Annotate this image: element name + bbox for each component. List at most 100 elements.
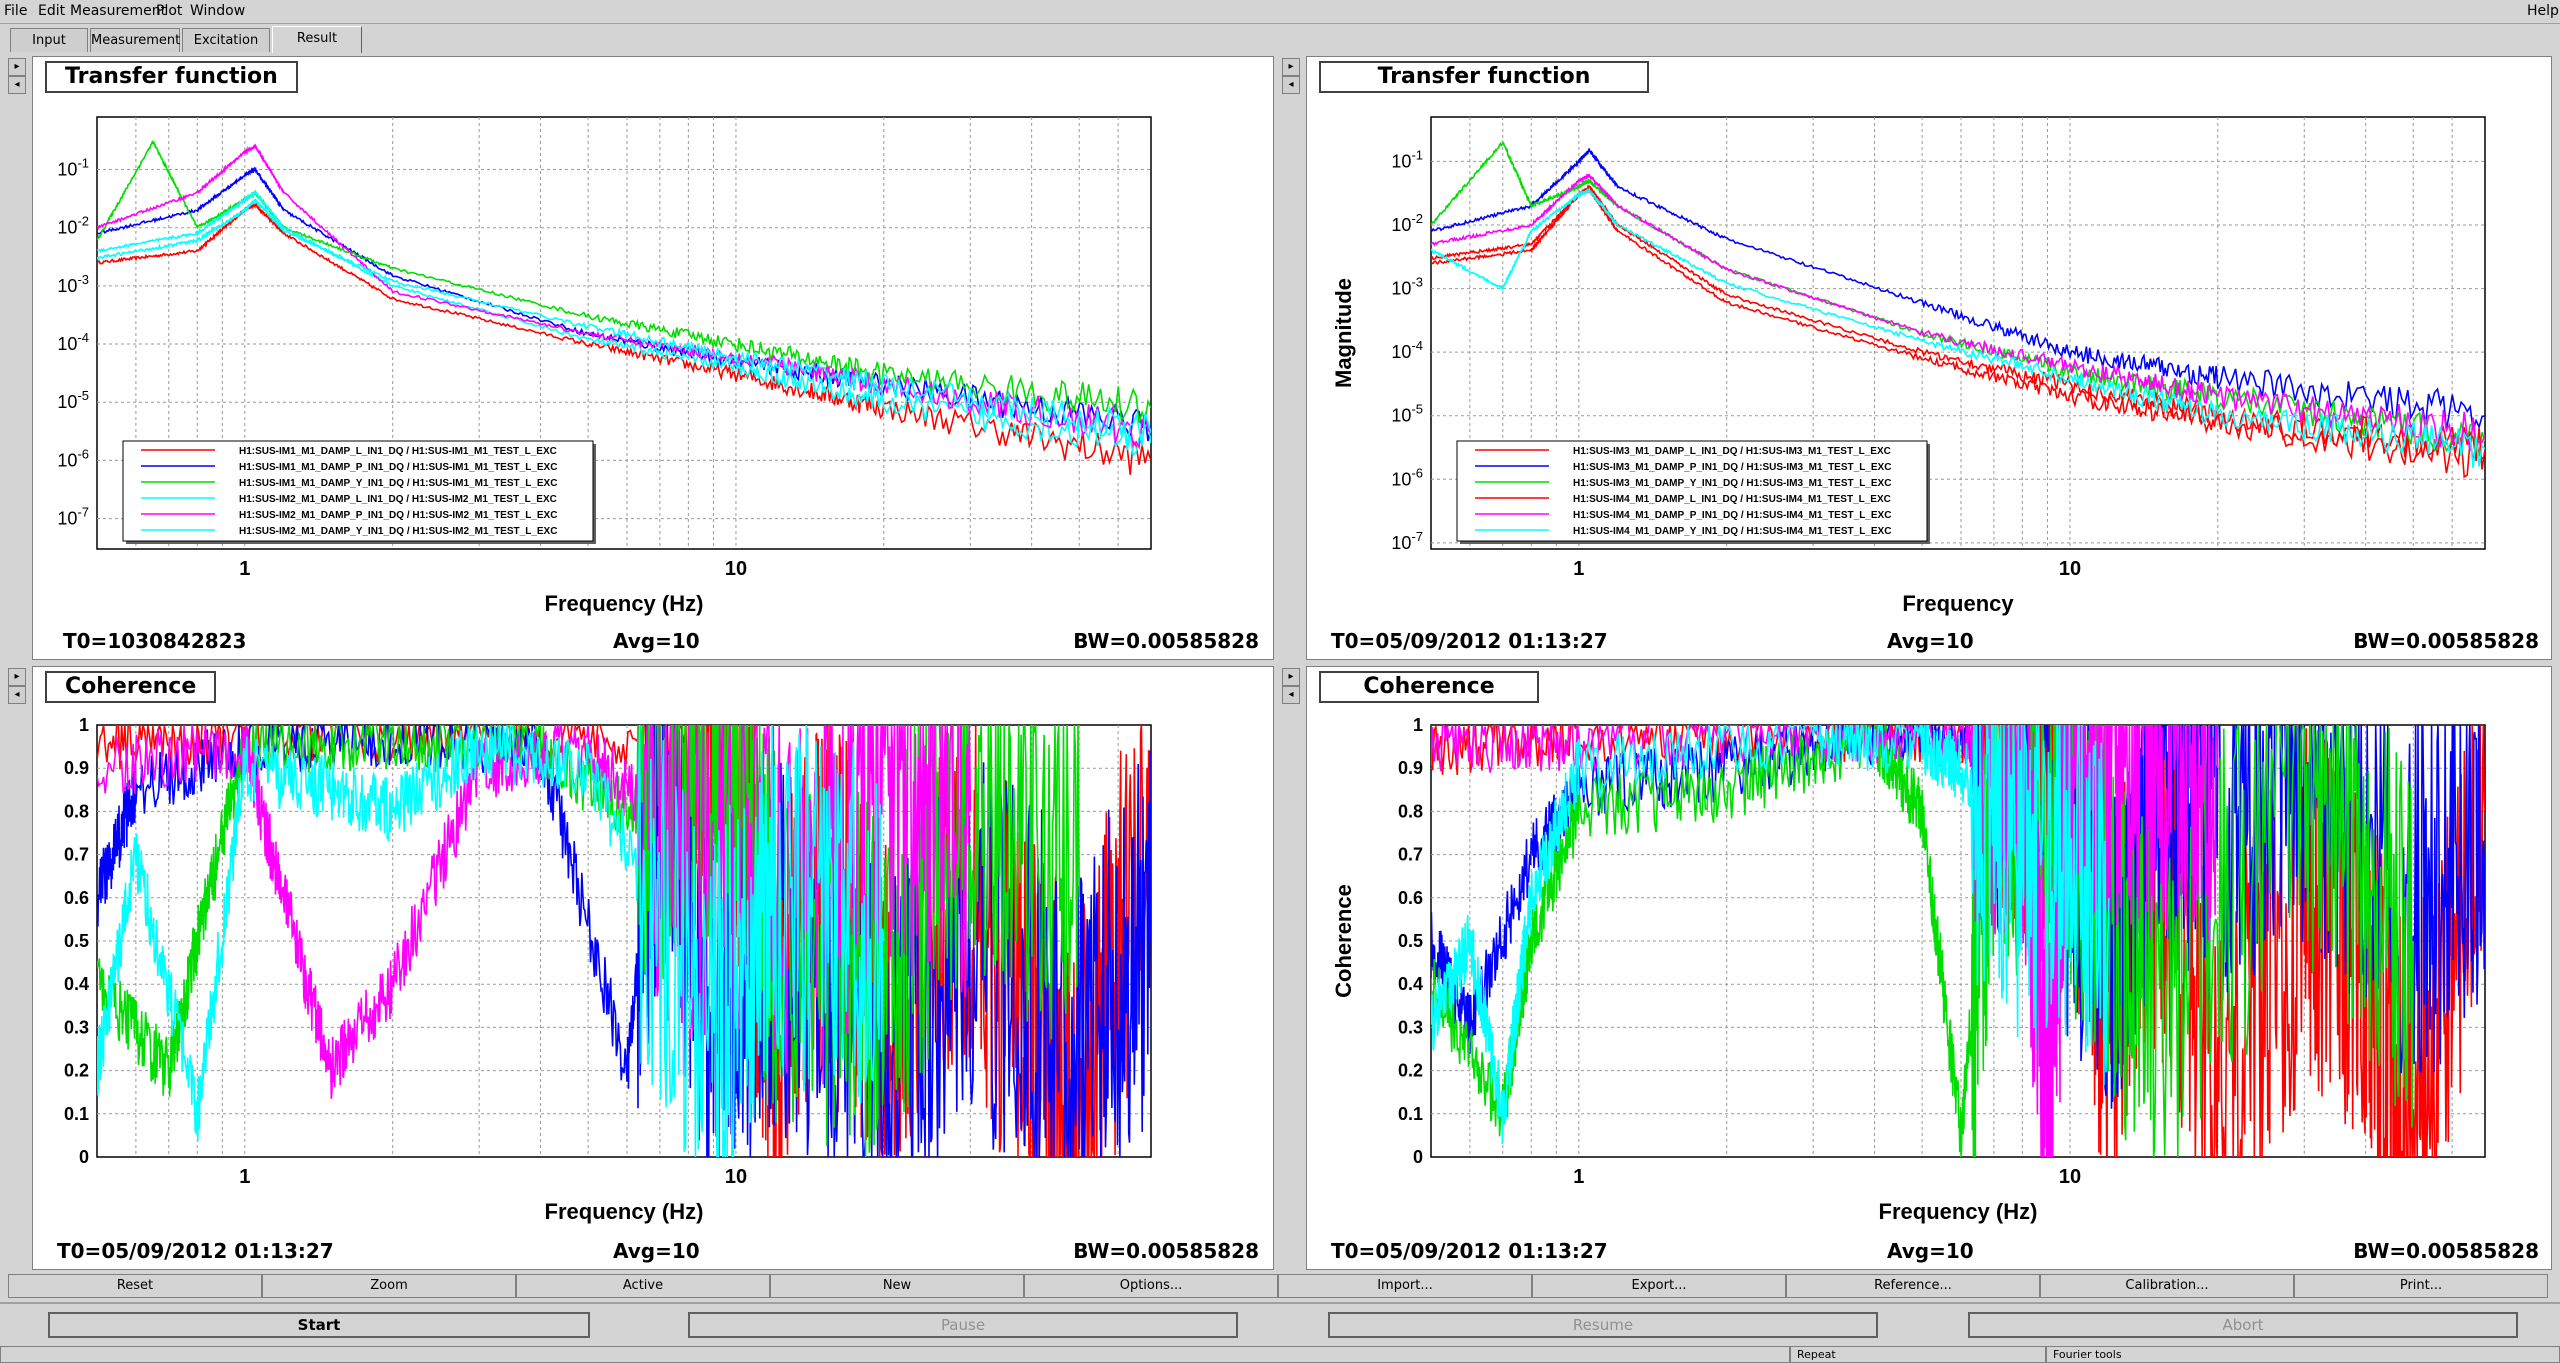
tab-input[interactable]: Input [10, 28, 88, 52]
y-tick-label: 10-2 [1391, 211, 1423, 235]
series-line-blue [1431, 725, 2485, 1109]
y-tick-label: 0.1 [64, 1104, 89, 1124]
y-tick-label: 10-1 [1391, 147, 1423, 171]
legend: H1:SUS-IM1_M1_DAMP_L_IN1_DQ / H1:SUS-IM1… [122, 440, 596, 544]
legend: H1:SUS-IM3_M1_DAMP_L_IN1_DQ / H1:SUS-IM3… [1456, 440, 1930, 544]
footer-t0: T0=1030842823 [63, 629, 247, 653]
tab-result[interactable]: Result [272, 26, 362, 53]
zoom-button[interactable]: Zoom [262, 1274, 516, 1298]
series-line-magenta [97, 725, 972, 1099]
plot-panel-transfer-left[interactable]: Transfer function 10-7 10-6 10-5 10-4 10-3 10… [32, 56, 1274, 660]
y-tick-label: 0.3 [1398, 1017, 1423, 1037]
footer-t0: T0=05/09/2012 01:13:27 [57, 1239, 334, 1263]
series-line-cyan [1431, 187, 2485, 468]
panel-expand-right-icon[interactable]: ▸ [1282, 668, 1300, 686]
x-tick-label: 10 [725, 1166, 747, 1188]
divider [0, 1302, 2560, 1304]
footer-bw: BW=0.00585828 [1073, 1239, 1259, 1263]
y-tick-label: 0.8 [1398, 801, 1423, 821]
reference-button[interactable]: Reference... [1786, 1274, 2040, 1298]
y-tick-label: 0.6 [1398, 888, 1423, 908]
panel-expand-right-icon[interactable]: ▸ [8, 58, 26, 76]
y-tick-label: 0.4 [1398, 974, 1423, 994]
x-axis-label: Frequency (Hz) [545, 1199, 704, 1224]
resume-button[interactable]: Resume [1328, 1312, 1878, 1338]
menu-measurement[interactable]: Measurement [70, 3, 167, 19]
panel-collapse-icon[interactable]: ◂ [8, 686, 26, 704]
y-tick-label: 0.5 [1398, 931, 1423, 951]
start-button[interactable]: Start [48, 1312, 590, 1338]
series-group [1431, 725, 2485, 1157]
legend-entry: H1:SUS-IM3_M1_DAMP_L_IN1_DQ / H1:SUS-IM3… [1573, 446, 1891, 457]
active-button[interactable]: Active [516, 1274, 770, 1298]
series-line-cyan [97, 197, 1151, 447]
y-tick-label: 10-5 [57, 388, 89, 412]
options-button[interactable]: Options... [1024, 1274, 1278, 1298]
menu-edit[interactable]: Edit [38, 3, 66, 19]
y-tick-label: 10-7 [57, 505, 89, 529]
y-tick-label: 10-5 [1391, 402, 1423, 426]
tab-bar: Input Measurement Excitation Result [0, 26, 2560, 54]
tab-excitation[interactable]: Excitation [182, 28, 270, 52]
pause-button[interactable]: Pause [688, 1312, 1238, 1338]
x-axis-label: Frequency (Hz) [1879, 1199, 2038, 1224]
plot-panel-transfer-right[interactable]: Transfer function 10-7 10-6 10-5 10-4 10-3 10… [1306, 56, 2552, 660]
menu-file[interactable]: File [4, 3, 28, 19]
panel-expand-right-icon[interactable]: ▸ [1282, 58, 1300, 76]
x-axis-label: Frequency [1902, 591, 2014, 616]
y-tick-label: 1 [79, 715, 89, 735]
legend-entry: H1:SUS-IM2_M1_DAMP_Y_IN1_DQ / H1:SUS-IM2… [239, 526, 557, 537]
y-tick-label: 0.6 [64, 888, 89, 908]
panel-collapse-icon[interactable]: ◂ [8, 76, 26, 94]
calibration-button[interactable]: Calibration... [2040, 1274, 2294, 1298]
tab-measurement[interactable]: Measurement [90, 28, 180, 52]
y-tick-label: 0.7 [64, 845, 89, 865]
panel-expand-right-icon[interactable]: ▸ [8, 668, 26, 686]
plot-panel-coherence-left[interactable]: Coherence 0 0.1 0.2 0.3 0.4 0.5 0.6 0.7 0.8 0.9 1 1… [32, 666, 1274, 1270]
y-tick-label: 0.9 [1398, 758, 1423, 778]
coherence-chart[interactable]: 0 0.1 0.2 0.3 0.4 0.5 0.6 0.7 0.8 0.9 1 1 10 Frequenc… [1307, 667, 2553, 1271]
export-button[interactable]: Export... [1532, 1274, 1786, 1298]
footer-avg: Avg=10 [1887, 629, 1974, 653]
y-tick-label: 10-3 [57, 272, 89, 296]
y-tick-label: 10-1 [57, 156, 89, 180]
y-tick-label: 0.2 [1398, 1061, 1423, 1081]
menu-window[interactable]: Window [190, 3, 246, 19]
panel-collapse-icon[interactable]: ◂ [1282, 76, 1300, 94]
y-tick-label: 10-6 [1391, 465, 1423, 489]
menu-plot[interactable]: Plot [156, 3, 183, 19]
legend-entry: H1:SUS-IM4_M1_DAMP_P_IN1_DQ / H1:SUS-IM4… [1573, 510, 1891, 521]
abort-button[interactable]: Abort [1968, 1312, 2518, 1338]
footer-bw: BW=0.00585828 [1073, 629, 1259, 653]
plot-panel-coherence-right[interactable]: Coherence 0 0.1 0.2 0.3 0.4 0.5 0.6 0.7 0.8 0.9 1 1… [1306, 666, 2552, 1270]
x-tick-label: 1 [1573, 1166, 1584, 1188]
y-tick-label: 10-7 [1391, 529, 1423, 553]
series-group [97, 139, 1151, 475]
menu-help[interactable]: Help [2527, 3, 2559, 19]
legend-entry: H1:SUS-IM4_M1_DAMP_Y_IN1_DQ / H1:SUS-IM4… [1573, 526, 1891, 537]
x-tick-label: 1 [239, 558, 250, 580]
panel-title: Coherence [1319, 671, 1539, 703]
new-button[interactable]: New [770, 1274, 1024, 1298]
status-tools: Fourier tools [2046, 1346, 2560, 1363]
transfer-function-chart[interactable]: 10-7 10-6 10-5 10-4 10-3 10-2 10-1 1 10 Frequency… [33, 57, 1275, 661]
legend-entry: H1:SUS-IM1_M1_DAMP_L_IN1_DQ / H1:SUS-IM1… [239, 446, 557, 457]
panel-collapse-icon[interactable]: ◂ [1282, 686, 1300, 704]
coherence-chart[interactable]: 0 0.1 0.2 0.3 0.4 0.5 0.6 0.7 0.8 0.9 1 1 10 Frequenc… [33, 667, 1275, 1271]
legend-entry: H1:SUS-IM1_M1_DAMP_P_IN1_DQ / H1:SUS-IM1… [239, 462, 557, 473]
x-tick-label: 10 [725, 558, 747, 580]
status-main [0, 1346, 1790, 1363]
legend-entry: H1:SUS-IM2_M1_DAMP_L_IN1_DQ / H1:SUS-IM2… [239, 494, 557, 505]
footer-bw: BW=0.00585828 [2353, 629, 2539, 653]
print-button[interactable]: Print... [2294, 1274, 2548, 1298]
y-tick-label: 10-2 [57, 214, 89, 238]
reset-button[interactable]: Reset [8, 1274, 262, 1298]
y-tick-label: 0.8 [64, 801, 89, 821]
series-line-blue [1431, 148, 2485, 431]
import-button[interactable]: Import... [1278, 1274, 1532, 1298]
footer-avg: Avg=10 [613, 629, 700, 653]
y-axis-label: Magnitude [1331, 278, 1356, 388]
y-tick-label: 0 [79, 1147, 89, 1167]
y-tick-label: 10-4 [57, 330, 89, 354]
transfer-function-chart[interactable]: 10-7 10-6 10-5 10-4 10-3 10-2 10-1 1 10 Frequency… [1307, 57, 2553, 661]
